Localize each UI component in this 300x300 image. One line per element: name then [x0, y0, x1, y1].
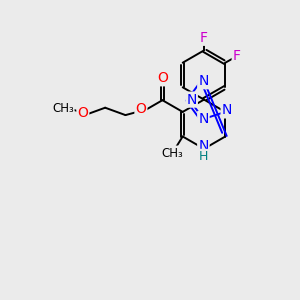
Text: CH₃: CH₃	[161, 146, 183, 160]
Text: N: N	[198, 74, 208, 88]
Text: N: N	[198, 112, 208, 126]
Text: H: H	[199, 150, 208, 163]
Text: N: N	[222, 103, 232, 117]
Text: CH₃: CH₃	[52, 102, 74, 115]
Text: N: N	[187, 93, 197, 106]
Text: F: F	[233, 49, 241, 63]
Text: N: N	[198, 140, 208, 153]
Text: O: O	[77, 106, 88, 120]
Text: O: O	[157, 71, 168, 85]
Text: F: F	[200, 31, 208, 45]
Text: O: O	[136, 102, 146, 116]
